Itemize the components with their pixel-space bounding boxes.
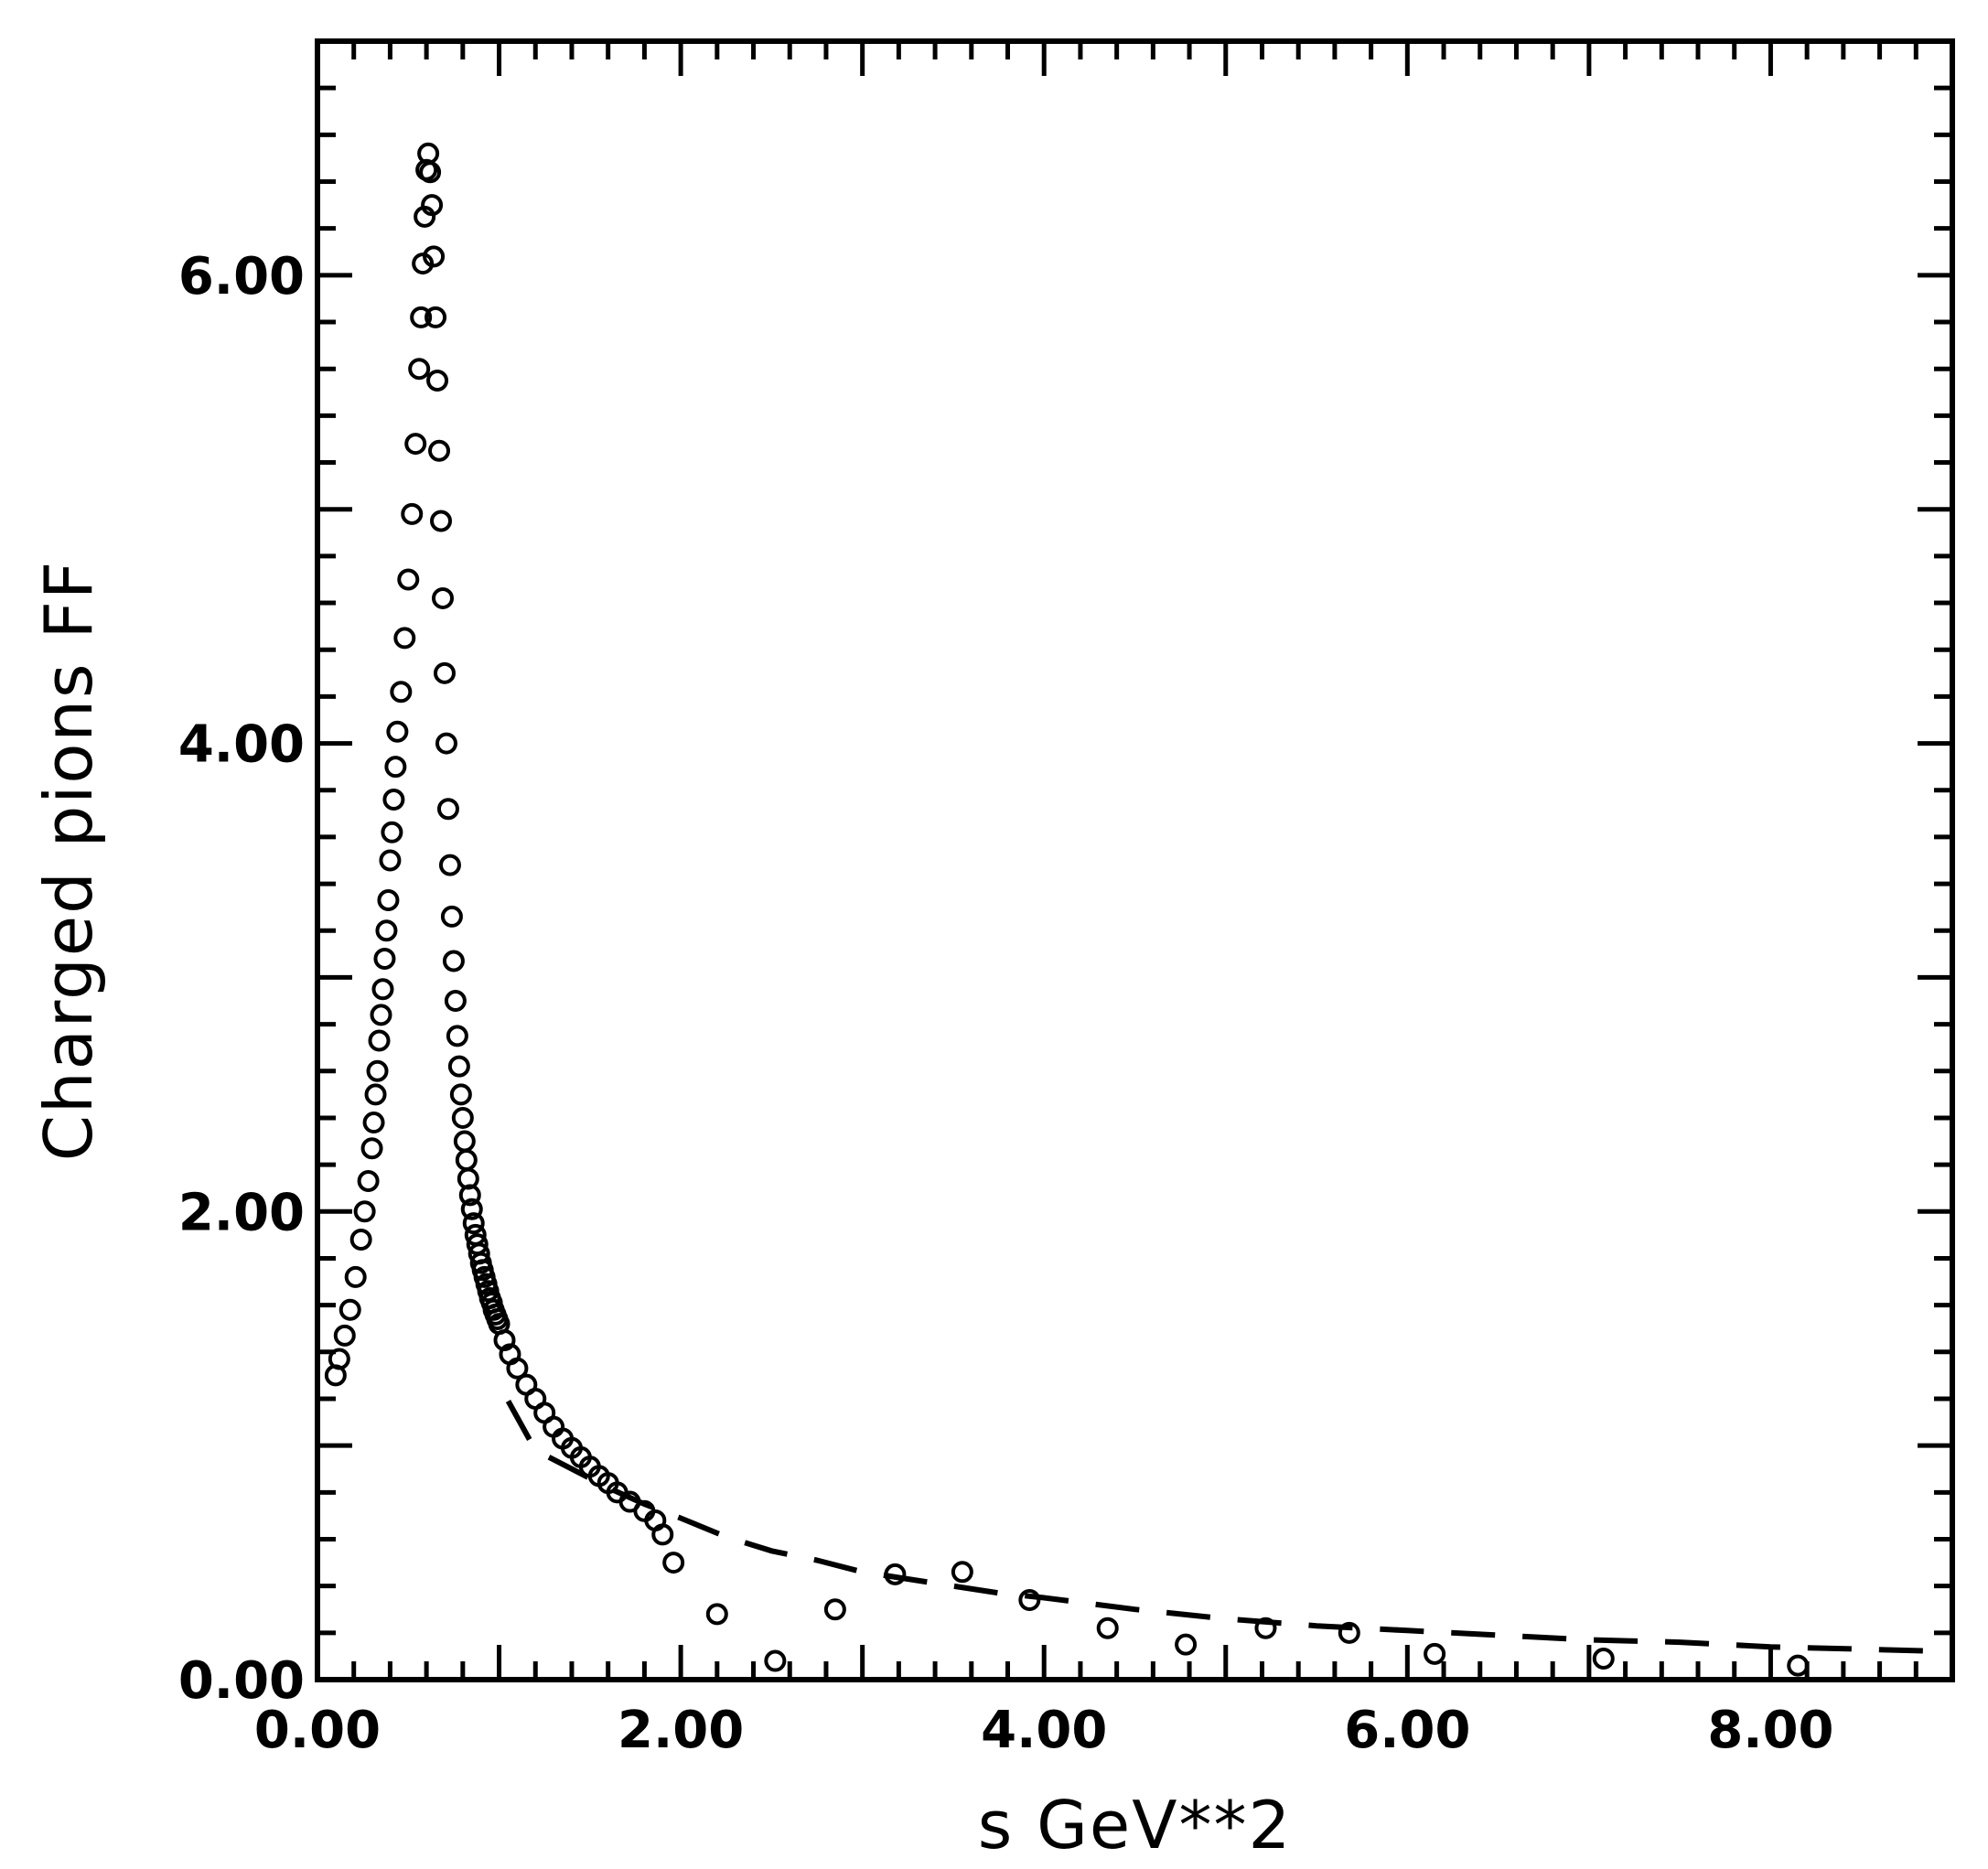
- fit-curve-dashed: [505, 1400, 1953, 1655]
- data-point: [447, 1055, 470, 1078]
- data-point: [440, 905, 463, 928]
- y-tick-label: 0.00: [178, 1651, 305, 1711]
- data-point: [1018, 1589, 1041, 1612]
- y-tick-label: 6.00: [178, 247, 305, 306]
- data-point: [357, 1170, 380, 1193]
- data-point: [428, 439, 451, 462]
- data-point: [328, 1348, 350, 1370]
- data-point: [433, 661, 456, 684]
- data-point: [446, 1025, 468, 1047]
- data-point: [1175, 1633, 1198, 1656]
- data-point: [379, 849, 402, 872]
- data-point: [823, 1598, 846, 1621]
- data-point: [442, 950, 465, 972]
- data-point: [410, 306, 433, 328]
- data-point: [390, 681, 413, 704]
- data-point: [423, 245, 446, 268]
- y-tick-label: 4.00: [178, 715, 305, 775]
- data-point: [419, 161, 442, 184]
- data-point: [453, 1130, 476, 1153]
- plot-frame: [315, 38, 1955, 1682]
- data-point: [1787, 1654, 1810, 1677]
- data-point: [462, 1212, 485, 1235]
- data-point: [651, 1523, 674, 1546]
- data-point: [455, 1148, 478, 1171]
- data-point: [373, 947, 396, 970]
- data-point: [705, 1603, 728, 1626]
- data-point: [360, 1137, 383, 1160]
- y-tick-labels: 0.00 2.00 4.00 6.00: [178, 247, 305, 1711]
- data-point: [404, 433, 427, 456]
- data-point: [436, 798, 459, 821]
- data-point: [412, 252, 435, 275]
- data-point: [368, 1029, 391, 1052]
- data-point: [1338, 1621, 1360, 1644]
- data-point: [408, 358, 431, 381]
- y-axis-label: Charged pions FF: [30, 560, 107, 1162]
- data-point: [338, 1298, 361, 1321]
- data-point: [764, 1649, 787, 1672]
- data-point: [364, 1083, 387, 1106]
- data-point: [370, 1004, 392, 1026]
- data-point: [401, 502, 424, 525]
- data-point: [435, 732, 457, 755]
- x-axis-label: s GeV**2: [978, 1787, 1293, 1864]
- data-point: [344, 1265, 367, 1288]
- data-point: [449, 1083, 472, 1106]
- data-point: [1254, 1617, 1277, 1639]
- data-point: [1592, 1647, 1615, 1670]
- data-point: [438, 854, 461, 876]
- x-tick-label: 6.00: [1344, 1701, 1470, 1760]
- data-point: [430, 510, 453, 532]
- data-point: [424, 306, 447, 328]
- data-point: [371, 978, 394, 1001]
- x-tick-labels: 0.00 2.00 4.00 6.00 8.00: [254, 1701, 1834, 1760]
- data-point: [1096, 1617, 1119, 1639]
- data-point: [382, 788, 405, 811]
- data-point: [444, 990, 467, 1013]
- data-point: [432, 586, 455, 609]
- x-tick-label: 4.00: [981, 1701, 1107, 1760]
- data-point: [397, 568, 420, 591]
- data-point: [381, 821, 403, 843]
- data-point: [951, 1561, 973, 1584]
- data-point: [426, 369, 449, 392]
- data-point: [375, 919, 398, 942]
- data-point: [1424, 1642, 1446, 1665]
- data-point: [349, 1228, 372, 1251]
- x-tick-label: 0.00: [254, 1701, 381, 1760]
- data-series: [324, 142, 1953, 1677]
- data-point: [377, 888, 400, 911]
- axis-ticks: [315, 38, 1955, 1682]
- x-tick-label: 2.00: [618, 1701, 744, 1760]
- data-point: [421, 194, 444, 217]
- data-point: [386, 720, 409, 743]
- data-point: [384, 756, 407, 779]
- data-point: [393, 627, 416, 650]
- data-point: [506, 1357, 529, 1380]
- data-point: [362, 1112, 385, 1134]
- data-point: [662, 1552, 685, 1574]
- data-point: [333, 1324, 356, 1347]
- data-point: [460, 1198, 483, 1220]
- data-point: [458, 1184, 481, 1207]
- data-point: [451, 1106, 474, 1129]
- data-point: [353, 1200, 376, 1223]
- x-tick-label: 8.00: [1707, 1701, 1833, 1760]
- y-tick-label: 2.00: [178, 1183, 305, 1242]
- data-point: [366, 1059, 389, 1082]
